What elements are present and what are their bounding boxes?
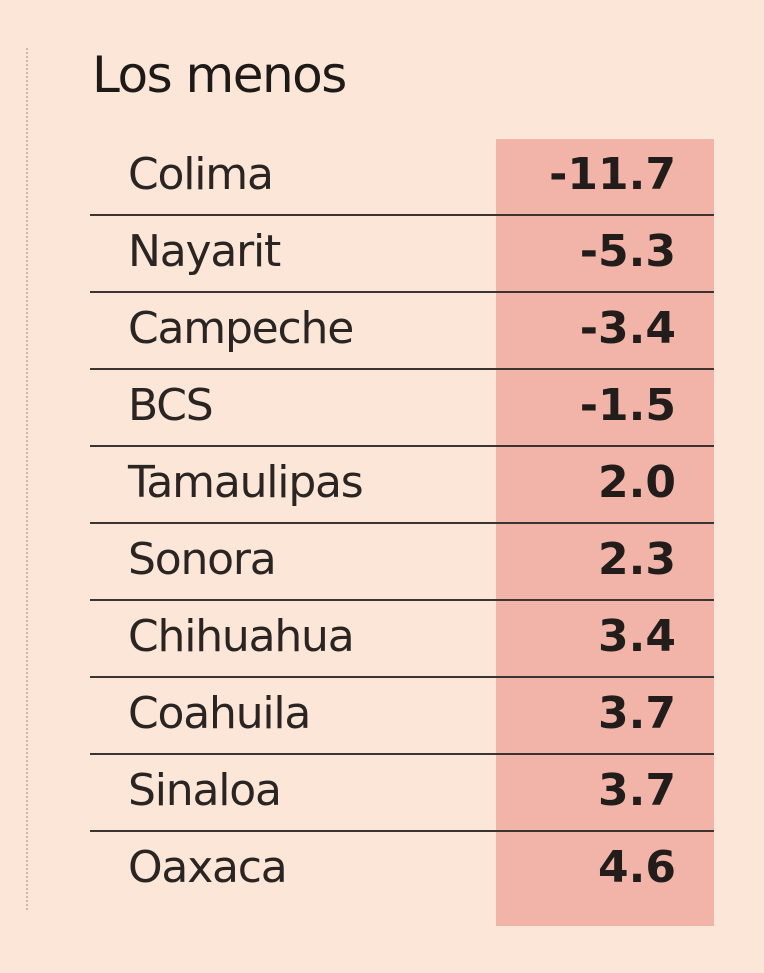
data-label: 3.4: [598, 611, 676, 662]
state-name: BCS: [128, 380, 214, 431]
data-label: -1.5: [579, 380, 676, 431]
data-label: 3.7: [598, 765, 676, 816]
table-row: BCS -1.5: [90, 370, 714, 447]
state-name: Oaxaca: [128, 842, 288, 893]
data-label: 4.6: [598, 842, 676, 893]
data-label: -11.7: [549, 149, 676, 200]
table-row: Tamaulipas 2.0: [90, 447, 714, 524]
table-row: Oaxaca 4.6: [90, 832, 714, 910]
state-name: Tamaulipas: [128, 457, 364, 508]
table-row: Colima -11.7: [90, 139, 714, 216]
data-label: 2.0: [598, 457, 676, 508]
data-label: -5.3: [579, 226, 676, 277]
table-row: Nayarit -5.3: [90, 216, 714, 293]
state-name: Nayarit: [128, 226, 281, 277]
dotted-divider: [26, 48, 28, 910]
state-name: Sinaloa: [128, 765, 282, 816]
data-label: 2.3: [598, 534, 676, 585]
table-row: Coahuila 3.7: [90, 678, 714, 755]
ranking-table: Colima -11.7 Nayarit -5.3 Campeche -3.4 …: [90, 139, 714, 910]
value-column-highlight: [496, 139, 714, 926]
table-row: Chihuahua 3.4: [90, 601, 714, 678]
state-name: Sonora: [128, 534, 277, 585]
state-name: Coahuila: [128, 688, 311, 739]
state-name: Chihuahua: [128, 611, 355, 662]
table-row: Sonora 2.3: [90, 524, 714, 601]
state-name: Colima: [128, 149, 274, 200]
chart-title: Los menos: [92, 46, 347, 104]
data-label: 3.7: [598, 688, 676, 739]
table-row: Sinaloa 3.7: [90, 755, 714, 832]
data-label: -3.4: [579, 303, 676, 354]
state-name: Campeche: [128, 303, 354, 354]
table-row: Campeche -3.4: [90, 293, 714, 370]
